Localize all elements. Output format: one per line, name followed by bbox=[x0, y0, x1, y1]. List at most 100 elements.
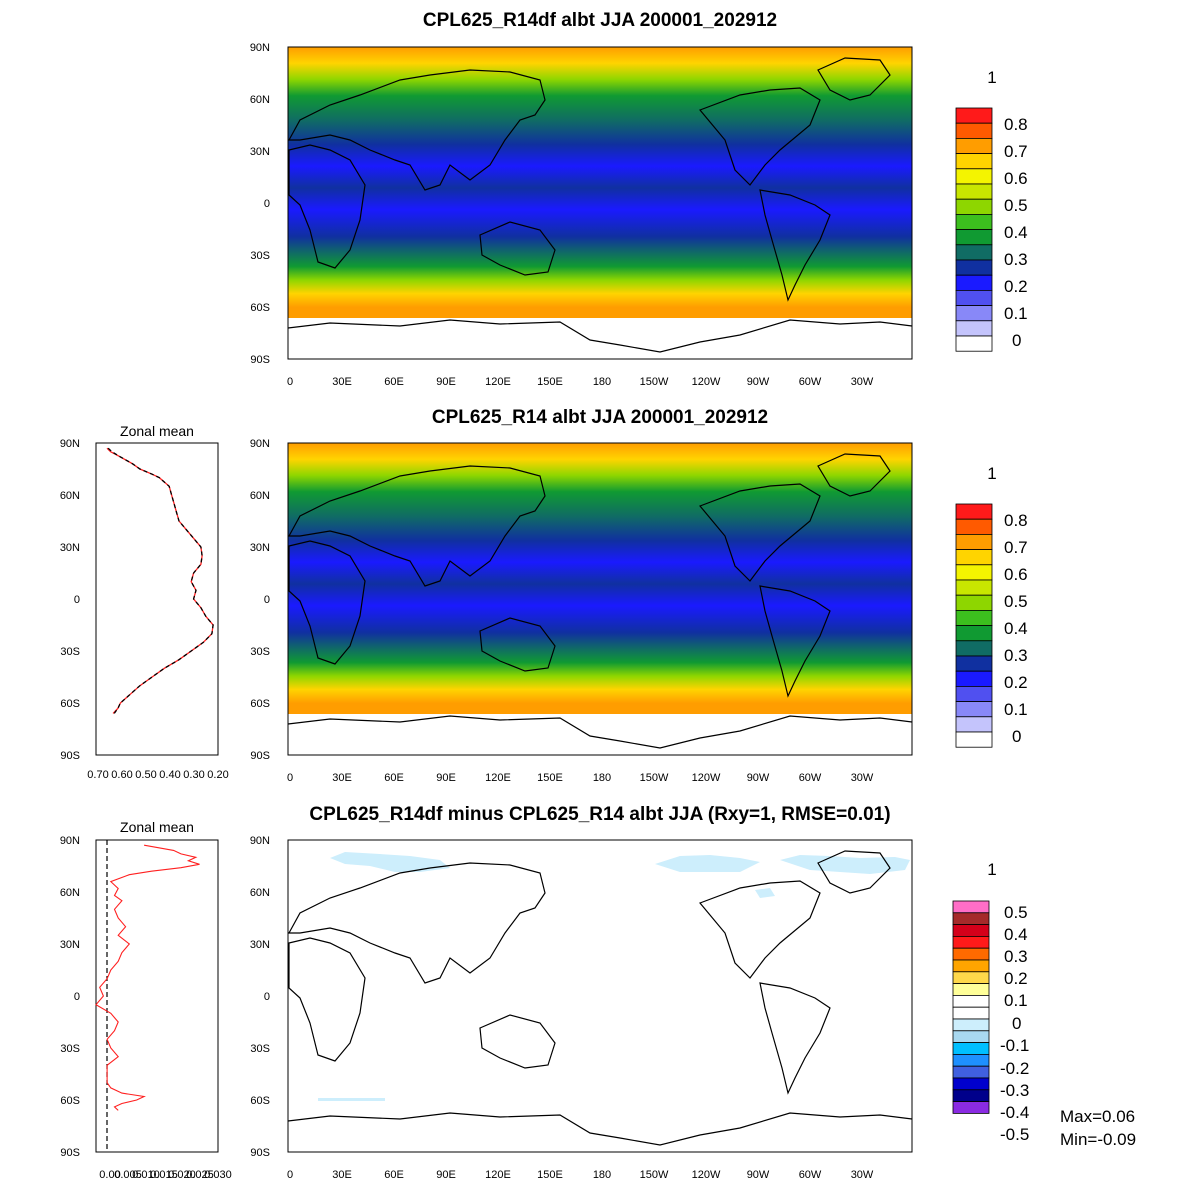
colorbar-swatch bbox=[952, 983, 990, 996]
xtick-label: 30E bbox=[332, 772, 352, 784]
ytick-label: 90S bbox=[60, 750, 80, 762]
colorbar-label: 0.2 bbox=[1004, 277, 1028, 296]
xtick-label: 30W bbox=[851, 772, 874, 784]
colorbar-swatch bbox=[955, 716, 993, 733]
colorbar-label: 0.3 bbox=[1004, 250, 1028, 269]
zonal-yticks-2: 90N 60N 30N 0 30S 60S 90S bbox=[60, 835, 80, 1159]
ytick-label: 30N bbox=[60, 542, 80, 554]
colorbar-swatch bbox=[955, 229, 993, 246]
zonal-mean-title-1: Zonal mean bbox=[120, 423, 194, 439]
colorbar-swatch bbox=[955, 213, 993, 230]
colorbar-swatch bbox=[955, 579, 993, 596]
colorbar-swatch bbox=[955, 686, 993, 703]
colorbar-swatch bbox=[952, 1006, 990, 1020]
zonal-frame-1 bbox=[95, 442, 219, 756]
xtick-label: 150W bbox=[640, 376, 669, 388]
colorbar-label: 0 bbox=[1012, 727, 1021, 746]
colorbar-swatch bbox=[955, 122, 993, 139]
zonal-lines-2 bbox=[95, 844, 200, 1111]
xtick-label: 60W bbox=[799, 1169, 822, 1181]
zonal-lines-1 bbox=[106, 447, 214, 714]
ytick-label: 60N bbox=[250, 887, 270, 899]
colorbar-label: -0.3 bbox=[1000, 1081, 1029, 1100]
zonal-mean-panel-1: Zonal mean 90N 60N 30N 0 30S 60S 90S 0.7… bbox=[60, 423, 229, 781]
colorbar-swatch bbox=[952, 995, 990, 1008]
xtick-label: 90E bbox=[436, 772, 456, 784]
colorbar-swatch bbox=[955, 594, 993, 611]
colorbar-label: 0.5 bbox=[1004, 903, 1028, 922]
colorbar-label: 0.1 bbox=[1004, 991, 1028, 1010]
colorbar-label: 0.7 bbox=[1004, 538, 1028, 557]
colorbar-swatch bbox=[952, 912, 990, 925]
colorbar-label: 0.6 bbox=[1004, 565, 1028, 584]
xtick-label: 0.030 bbox=[204, 1169, 232, 1181]
xtick-label: 60E bbox=[384, 772, 404, 784]
zonal-xticks-2: 0.00 0.005 0.010 0.015 0.020 0.025 0.030 bbox=[99, 1169, 231, 1181]
xtick-label: 60E bbox=[384, 1169, 404, 1181]
colorbar-swatch bbox=[952, 1065, 990, 1079]
colorbar-swatch bbox=[952, 1054, 990, 1067]
colorbar-swatch bbox=[955, 137, 993, 154]
colorbar-swatch bbox=[955, 670, 993, 687]
colorbar-labels-3: 0.5 0.4 0.3 0.2 0.1 0 -0.1 -0.2 -0.3 -0.… bbox=[1000, 903, 1029, 1144]
colorbar-label: 0.3 bbox=[1004, 947, 1028, 966]
colorbar-label: 0.8 bbox=[1004, 511, 1028, 530]
colorbar-swatch bbox=[955, 153, 993, 170]
colorbar-unit: 1 bbox=[987, 68, 996, 87]
min-label: Min=-0.09 bbox=[1060, 1130, 1136, 1149]
xtick-label: 180 bbox=[593, 1169, 611, 1181]
colorbar-label: 0.4 bbox=[1004, 925, 1028, 944]
colorbar-swatch bbox=[952, 1018, 990, 1032]
xtick-label: 90W bbox=[747, 376, 770, 388]
ytick-label: 90S bbox=[250, 1147, 270, 1159]
zonal-mean-line bbox=[106, 447, 214, 714]
colorbar-label: 0.4 bbox=[1004, 619, 1028, 638]
colorbar-swatch bbox=[952, 1030, 990, 1044]
colorbar-swatch bbox=[955, 640, 993, 657]
ytick-label: 90N bbox=[250, 835, 270, 847]
ytick-label: 60S bbox=[60, 1095, 80, 1107]
ytick-label: 0 bbox=[74, 594, 80, 606]
map-yticks-3: 90N 60N 30N 0 30S 60S 90S bbox=[250, 835, 270, 1159]
colorbar-label: -0.2 bbox=[1000, 1059, 1029, 1078]
colorbar-swatch bbox=[955, 335, 993, 352]
ytick-label: 90N bbox=[60, 438, 80, 450]
colorbar-swatch bbox=[955, 503, 993, 520]
xtick-label: 0.20 bbox=[207, 769, 228, 781]
ytick-label: 90S bbox=[250, 354, 270, 366]
xtick-label: 180 bbox=[593, 376, 611, 388]
xtick-label: 150E bbox=[537, 376, 563, 388]
colorbar-swatch bbox=[955, 168, 993, 185]
xtick-label: 0 bbox=[287, 376, 293, 388]
ytick-label: 30S bbox=[250, 250, 270, 262]
colorbar-swatch bbox=[955, 198, 993, 215]
map-xticks-2: 0 30E 60E 90E 120E 150E 180 150W 120W 90… bbox=[287, 772, 874, 784]
xtick-label: 30E bbox=[332, 376, 352, 388]
map-frame-3 bbox=[287, 839, 913, 1153]
xtick-label: 60E bbox=[384, 376, 404, 388]
xtick-label: 0.60 bbox=[111, 769, 132, 781]
colorbar-1: 1 0.8 0.7 0.6 0.5 0.4 0.3 0.2 0.1 0 bbox=[955, 68, 1028, 352]
colorbar-label: 0.8 bbox=[1004, 115, 1028, 134]
map-frame-2 bbox=[287, 442, 913, 756]
xtick-label: 0.70 bbox=[87, 769, 108, 781]
albedo-field-1 bbox=[288, 47, 912, 318]
xtick-label: 120W bbox=[692, 1169, 721, 1181]
xtick-label: 0.020 bbox=[168, 1169, 196, 1181]
ytick-label: 90S bbox=[250, 750, 270, 762]
ytick-label: 0 bbox=[264, 594, 270, 606]
zonal-yticks-1: 90N 60N 30N 0 30S 60S 90S bbox=[60, 438, 80, 762]
albedo-field-2 bbox=[288, 443, 912, 714]
coastlines-1 bbox=[287, 57, 913, 353]
colorbar-label: 0 bbox=[1012, 331, 1021, 350]
colorbar-swatch bbox=[955, 701, 993, 718]
ytick-label: 30S bbox=[250, 646, 270, 658]
xtick-label: 0 bbox=[287, 1169, 293, 1181]
xtick-label: 0.50 bbox=[135, 769, 156, 781]
colorbar-swatch bbox=[955, 518, 993, 535]
xtick-label: 60W bbox=[799, 772, 822, 784]
zonal-mean-line bbox=[107, 447, 214, 714]
xtick-label: 0.005 bbox=[114, 1169, 142, 1181]
colorbar-swatch bbox=[955, 305, 993, 322]
xtick-label: 60W bbox=[799, 376, 822, 388]
